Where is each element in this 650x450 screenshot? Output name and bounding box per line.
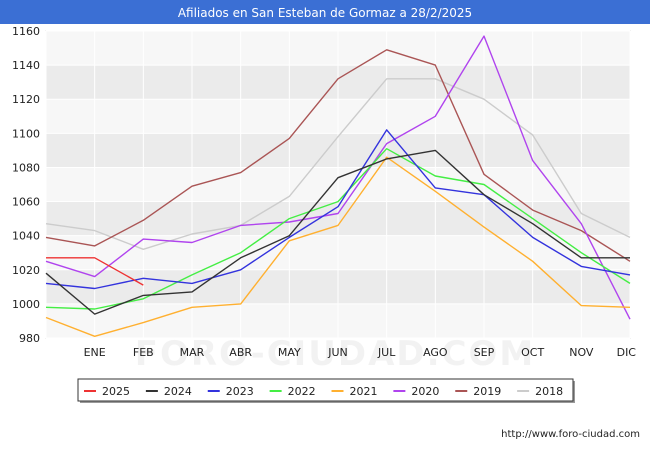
series-line-2025 <box>46 257 144 286</box>
y-tick-label: 1000 <box>12 298 40 311</box>
legend-label-2018: 2018 <box>535 385 563 398</box>
y-tick-label: 1100 <box>12 127 40 140</box>
series-line-2023 <box>45 129 631 290</box>
legend-label-2020: 2020 <box>411 385 439 398</box>
x-tick-label: ABR <box>229 346 252 359</box>
x-tick-label: ENE <box>84 346 106 359</box>
legend-label-2024: 2024 <box>164 385 192 398</box>
series-line-2024 <box>45 149 630 315</box>
y-tick-labels: 980 1000 1020 1040 1060 1080 1100 1120 1140 1160 <box>12 25 40 345</box>
y-tick-label: 1080 <box>12 161 40 174</box>
y-tick-label: 1120 <box>12 93 40 106</box>
y-tick-label: 1160 <box>12 25 40 38</box>
x-tick-label: JUL <box>377 346 396 359</box>
x-tick-label: AGO <box>423 346 448 359</box>
y-tick-label: 980 <box>19 332 40 345</box>
series-line-2018 <box>45 78 631 251</box>
x-tick-label: OCT <box>521 346 544 359</box>
footer-url[interactable]: http://www.foro-ciudad.com <box>501 429 640 440</box>
x-tick-label: NOV <box>569 346 594 359</box>
legend: 2025 2024 2023 2022 2021 2020 2019 2018 <box>77 378 575 403</box>
legend-label-2022: 2022 <box>288 385 316 398</box>
y-tick-label: 1060 <box>12 196 40 209</box>
series-layer <box>45 35 631 337</box>
x-tick-label: JUN <box>327 346 348 359</box>
chart-title: Afiliados en San Esteban de Gormaz a 28/… <box>178 6 472 20</box>
x-tick-label: MAR <box>180 346 205 359</box>
series-line-2021 <box>45 156 631 337</box>
series-line-2020 <box>45 35 631 320</box>
series-line-2022 <box>45 147 631 310</box>
legend-items: 2025 2024 2023 2022 2021 2020 2019 2018 <box>84 385 563 398</box>
legend-label-2019: 2019 <box>473 385 501 398</box>
x-tick-label: MAY <box>278 346 301 359</box>
legend-label-2021: 2021 <box>350 385 378 398</box>
y-tick-label: 1040 <box>12 230 40 243</box>
x-tick-label: SEP <box>474 346 495 359</box>
x-tick-label: FEB <box>133 346 154 359</box>
legend-box <box>77 378 574 402</box>
watermark-text: FORO-CIUDAD.COM <box>135 334 536 374</box>
x-tick-labels: ENE FEB MAR ABR MAY JUN JUL AGO SEP OCT NOV DIC <box>84 346 637 359</box>
y-tick-label: 1020 <box>12 264 40 277</box>
legend-label-2023: 2023 <box>226 385 254 398</box>
title-bar <box>0 0 650 24</box>
series-line-2019 <box>45 49 631 262</box>
y-tick-label: 1140 <box>12 59 40 72</box>
legend-label-2025: 2025 <box>102 385 130 398</box>
x-tick-label: DIC <box>617 346 637 359</box>
watermark-layer: FORO-CIUDAD.COM <box>135 334 536 374</box>
